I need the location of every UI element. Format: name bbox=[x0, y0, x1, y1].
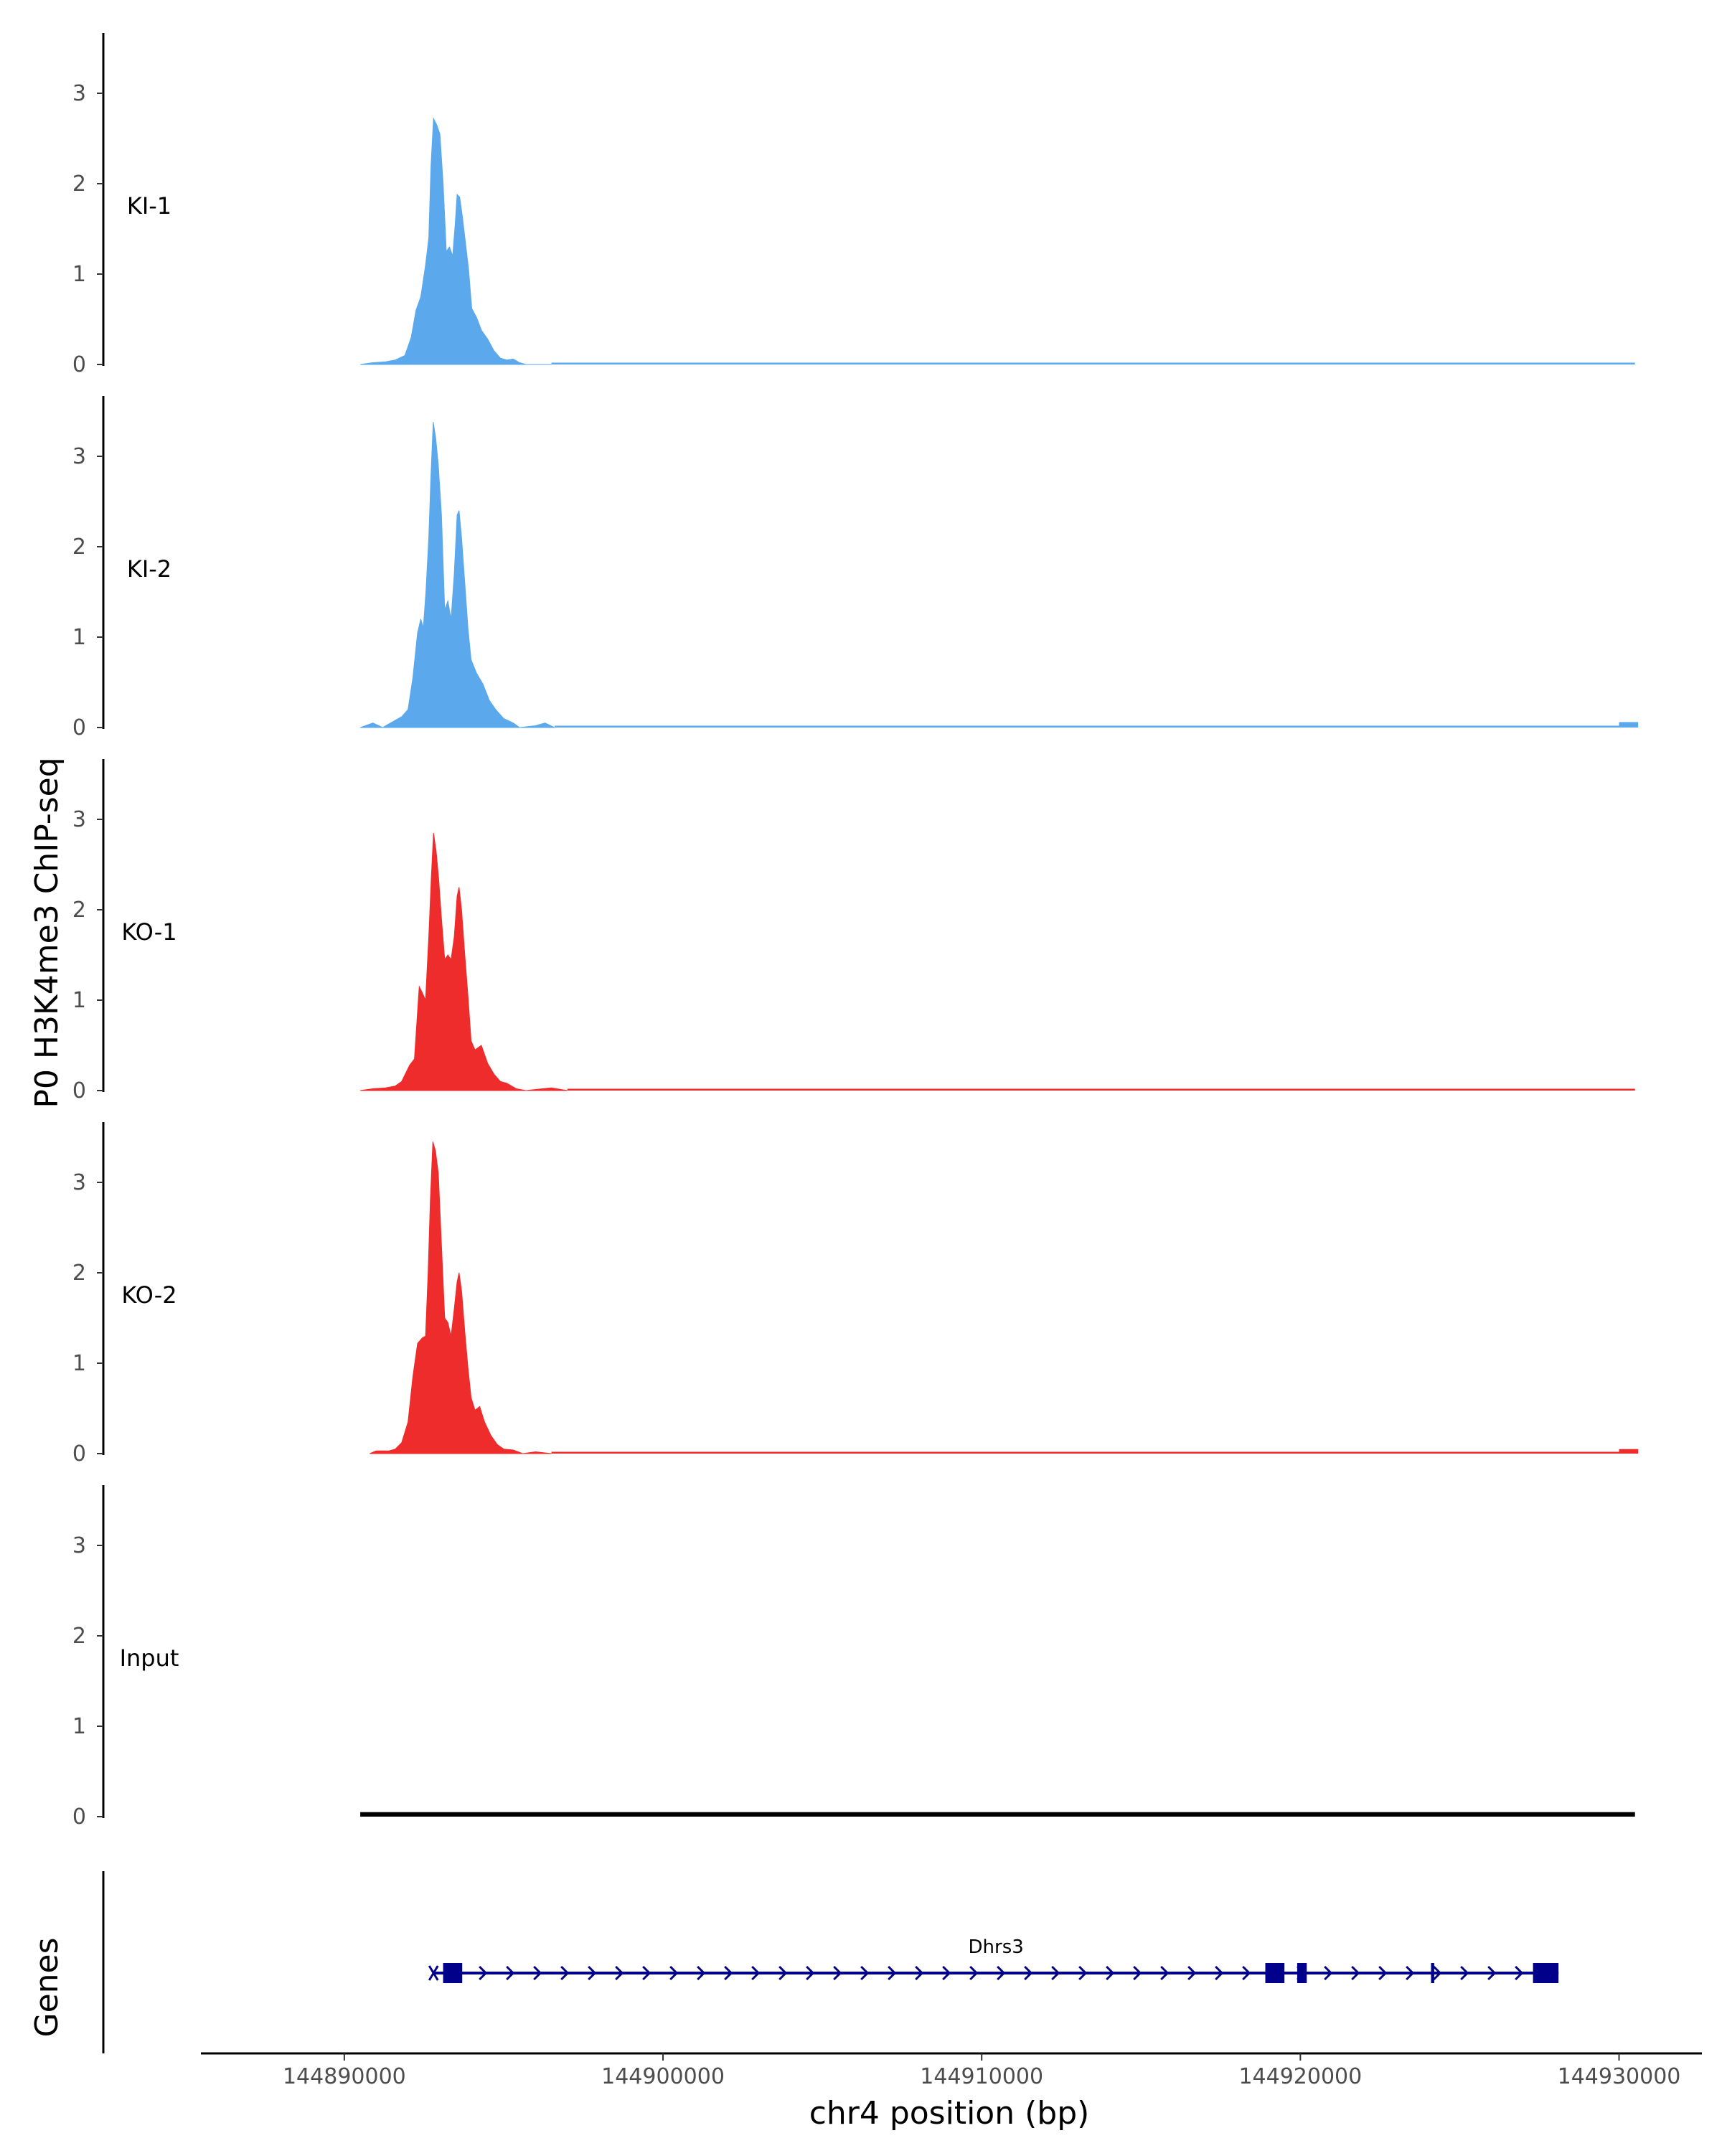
gene-dhrs3-strand-chevron bbox=[479, 1965, 488, 1981]
gene-dhrs3-label: Dhrs3 bbox=[969, 1936, 1024, 1958]
gene-dhrs3-strand-chevron bbox=[1106, 1965, 1115, 1981]
gene-dhrs3-strand-chevron bbox=[1351, 1965, 1360, 1981]
baseline-signal-ki-2-0 bbox=[555, 725, 1619, 728]
y-tick-label-ki-2-2: 2 bbox=[72, 535, 86, 560]
gene-dhrs3-strand-chevron bbox=[1515, 1965, 1524, 1981]
y-tick-label-input-0: 0 bbox=[72, 1804, 86, 1830]
gene-dhrs3-strand-chevron bbox=[915, 1965, 924, 1981]
genes-axis-title: Genes bbox=[29, 1937, 65, 2037]
gene-dhrs3-strand-chevron bbox=[1187, 1965, 1197, 1981]
baseline-signal-ko-2-0 bbox=[551, 1451, 1619, 1454]
gene-dhrs3-strand-chevron bbox=[1406, 1965, 1415, 1981]
y-tick-label-ko-1-3: 3 bbox=[72, 807, 86, 832]
gene-dhrs3-strand-chevron bbox=[560, 1965, 570, 1981]
gene-dhrs3-strand-chevron bbox=[724, 1965, 733, 1981]
gene-dhrs3-exon-4 bbox=[1533, 1963, 1559, 1983]
y-tick-label-ko-2-2: 2 bbox=[72, 1261, 86, 1286]
gene-dhrs3-strand-chevron bbox=[1078, 1965, 1088, 1981]
signal-area-ko-2 bbox=[370, 1141, 552, 1454]
gene-dhrs3-strand-chevron bbox=[860, 1965, 870, 1981]
y-tick-label-ki-1-3: 3 bbox=[72, 81, 86, 106]
gene-dhrs3-strand-chevron bbox=[1433, 1965, 1442, 1981]
gene-dhrs3-strand-chevron bbox=[1024, 1965, 1033, 1981]
gene-dhrs3-exon-0 bbox=[443, 1963, 463, 1983]
gene-dhrs3-strand-chevron bbox=[615, 1965, 624, 1981]
gene-dhrs3-strand-chevron bbox=[942, 1965, 951, 1981]
y-tick-label-ko-1-0: 0 bbox=[72, 1078, 86, 1103]
y-tick-label-ko-1-2: 2 bbox=[72, 898, 86, 923]
gene-dhrs3-exon-3 bbox=[1431, 1963, 1434, 1983]
track-label-ki-1: KI-1 bbox=[127, 192, 171, 220]
gene-dhrs3-strand-chevron bbox=[833, 1965, 842, 1981]
y-tick-label-ki-2-1: 1 bbox=[72, 625, 86, 650]
y-tick-label-ki-1-0: 0 bbox=[72, 352, 86, 377]
y-tick-label-ko-1-1: 1 bbox=[72, 988, 86, 1013]
signal-area-ki-2 bbox=[359, 422, 555, 728]
gene-dhrs3-strand-chevron bbox=[997, 1965, 1006, 1981]
signal-area-ki-1 bbox=[360, 117, 552, 365]
x-tick-label-0: 144890000 bbox=[283, 2064, 406, 2089]
x-tick-label-2: 144910000 bbox=[920, 2064, 1043, 2089]
gene-dhrs3-exon-2 bbox=[1297, 1963, 1307, 1983]
x-tick-label-3: 144920000 bbox=[1238, 2064, 1362, 2089]
y-tick-label-ki-1-1: 1 bbox=[72, 262, 86, 287]
y-axis-title: P0 H3K4me3 ChIP-seq bbox=[29, 757, 65, 1108]
gene-dhrs3-strand-chevron bbox=[1133, 1965, 1142, 1981]
gene-dhrs3-strand-chevron bbox=[506, 1965, 515, 1981]
gene-dhrs3-strand-chevron bbox=[588, 1965, 597, 1981]
gene-dhrs3-strand-chevron bbox=[778, 1965, 788, 1981]
baseline-signal-ko-1-0 bbox=[567, 1088, 1635, 1091]
gene-dhrs3-strand-chevron bbox=[697, 1965, 706, 1981]
y-tick-label-ko-2-3: 3 bbox=[72, 1170, 86, 1195]
track-label-ko-1: KO-1 bbox=[121, 918, 177, 946]
gene-dhrs3-strand-chevron bbox=[806, 1965, 815, 1981]
gene-dhrs3-strand-chevron bbox=[888, 1965, 897, 1981]
x-tick-label-1: 144900000 bbox=[601, 2064, 725, 2089]
y-tick-label-input-2: 2 bbox=[72, 1624, 86, 1649]
gene-dhrs3-strand-chevron bbox=[1487, 1965, 1497, 1981]
track-label-ki-2: KI-2 bbox=[127, 555, 171, 583]
gene-dhrs3-strand-chevron bbox=[1324, 1965, 1333, 1981]
gene-dhrs3-strand-chevron bbox=[533, 1965, 542, 1981]
y-tick-label-ko-2-0: 0 bbox=[72, 1441, 86, 1467]
x-tick-label-4: 144930000 bbox=[1558, 2064, 1681, 2089]
gene-dhrs3-tss-marker bbox=[428, 1965, 439, 1981]
gene-dhrs3-strand-chevron bbox=[1160, 1965, 1170, 1981]
x-axis-title: chr4 position (bp) bbox=[809, 2095, 1090, 2132]
gene-dhrs3-strand-chevron bbox=[751, 1965, 761, 1981]
baseline-signal-input-0 bbox=[360, 1812, 1635, 1817]
baseline-signal-ki-1-0 bbox=[551, 362, 1635, 364]
gene-dhrs3-strand-chevron bbox=[1215, 1965, 1224, 1981]
gene-dhrs3-strand-chevron bbox=[969, 1965, 979, 1981]
baseline-signal-ki-2-1 bbox=[1619, 722, 1639, 728]
track-label-ko-2: KO-2 bbox=[121, 1281, 177, 1309]
gene-dhrs3-strand-chevron bbox=[1051, 1965, 1060, 1981]
gene-dhrs3-strand-chevron bbox=[1242, 1965, 1251, 1981]
gene-dhrs3-strand-chevron bbox=[1378, 1965, 1388, 1981]
y-tick-label-ki-1-2: 2 bbox=[72, 171, 86, 197]
y-tick-label-ko-2-1: 1 bbox=[72, 1351, 86, 1376]
track-label-input: Input bbox=[120, 1644, 179, 1672]
y-tick-label-input-1: 1 bbox=[72, 1714, 86, 1739]
gene-dhrs3-exon-1 bbox=[1265, 1963, 1285, 1983]
gene-dhrs3-strand-chevron bbox=[642, 1965, 651, 1981]
y-tick-label-ki-2-0: 0 bbox=[72, 715, 86, 740]
y-tick-label-ki-2-3: 3 bbox=[72, 444, 86, 469]
gene-dhrs3-strand-chevron bbox=[669, 1965, 679, 1981]
y-tick-label-input-3: 3 bbox=[72, 1533, 86, 1558]
signal-area-ko-1 bbox=[360, 832, 568, 1091]
gene-dhrs3-strand-chevron bbox=[1460, 1965, 1469, 1981]
baseline-signal-ko-2-1 bbox=[1619, 1449, 1639, 1454]
